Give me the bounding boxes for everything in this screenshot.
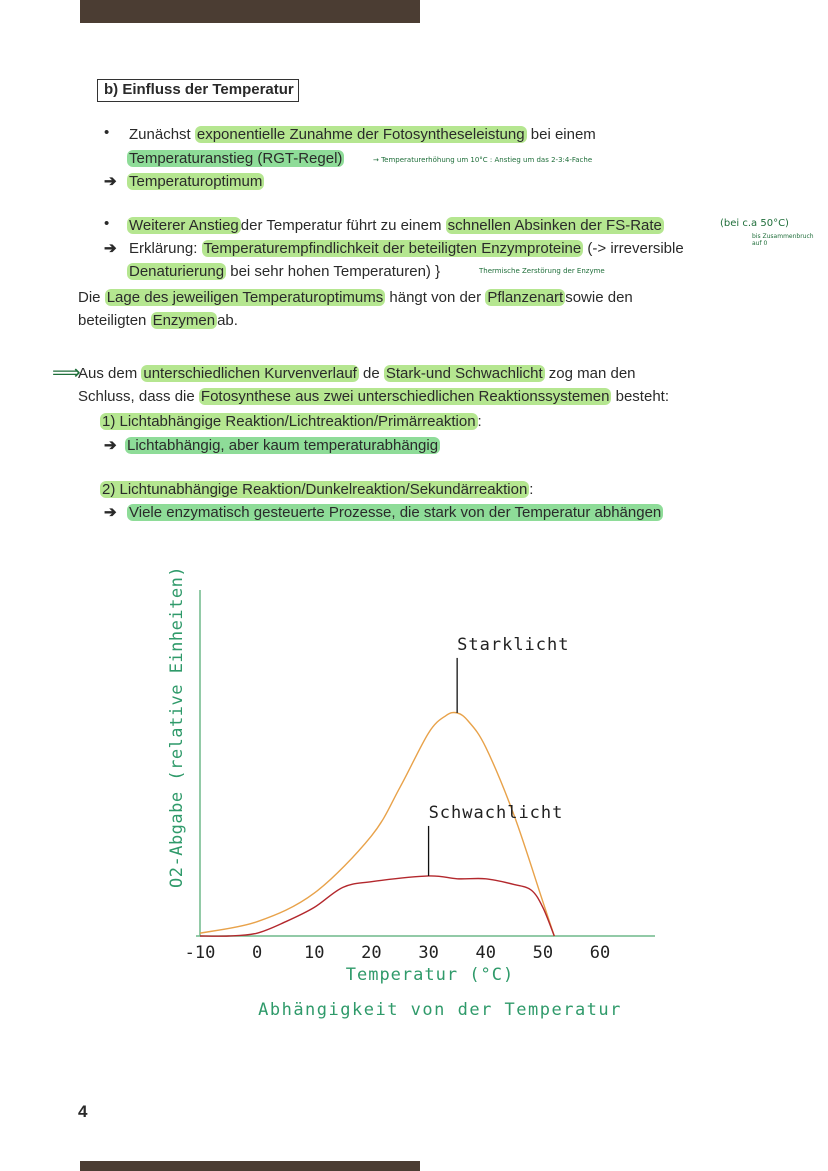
x-tick-label: -10 xyxy=(185,943,216,963)
x-tick-label: 40 xyxy=(475,943,495,963)
arrow-2-line-2: Denaturierung bei sehr hohen Temperature… xyxy=(127,263,441,280)
x-tick-label: 60 xyxy=(590,943,610,963)
page-number: 4 xyxy=(78,1102,88,1121)
series-line-starklicht xyxy=(199,711,555,937)
x-axis-label: Temperatur (°C) xyxy=(346,965,515,985)
series-line-schwachlicht xyxy=(199,875,555,937)
x-tick-label: 30 xyxy=(418,943,438,963)
list-item-1: 1) Lichtabhängige Reaktion/Lichtreaktion… xyxy=(100,413,482,430)
list-item-2-detail: Viele enzymatisch gesteuerte Prozesse, d… xyxy=(127,504,664,521)
series-label-schwachlicht: Schwachlicht xyxy=(429,803,564,823)
bullet-1-line-1: Zunächst exponentielle Zunahme der Fotos… xyxy=(129,126,596,143)
arrow-icon: ➔ xyxy=(104,437,117,454)
handwritten-note-collapse: bis Zusammenbruch auf 0 xyxy=(752,233,814,247)
list-item-1-detail: Lichtabhängig, aber kaum temperaturabhän… xyxy=(125,437,441,454)
x-tick-label: 20 xyxy=(361,943,381,963)
section-heading: b) Einfluss der Temperatur xyxy=(97,79,299,102)
handwritten-note-50c: (bei c.a 50°C) xyxy=(720,218,789,229)
x-tick-label: 10 xyxy=(304,943,324,963)
x-tick-label: 0 xyxy=(252,943,262,963)
handwritten-note-rgt: → Temperaturerhöhung um 10°C : Anstieg u… xyxy=(373,156,593,164)
arrow-icon: ➔ xyxy=(104,504,117,521)
paragraph-1-line-2: beteiligten Enzymen ab. xyxy=(78,312,238,329)
x-tick-label: 50 xyxy=(533,943,553,963)
handwritten-note-denaturation: Thermische Zerstörung der Enzyme xyxy=(479,267,605,275)
series-label-starklicht: Starklicht xyxy=(457,635,569,655)
bottom-decor-bar xyxy=(80,1161,420,1171)
paragraph-2-line-1: Aus dem unterschiedlichen Kurvenverlauf … xyxy=(78,365,636,382)
double-arrow-icon: ⟹ xyxy=(52,360,81,384)
bullet-2-line: Weiterer Anstieg der Temperatur führt zu … xyxy=(127,217,664,234)
list-item-2: 2) Lichtunabhängige Reaktion/Dunkelreakt… xyxy=(100,481,534,498)
bullet-1-line-2: Temperaturanstieg (RGT-Regel) xyxy=(127,150,345,167)
bullet-dot: • xyxy=(104,215,110,232)
arrow-icon: ➔ xyxy=(104,240,117,257)
paragraph-2-line-2: Schluss, dass die Fotosynthese aus zwei … xyxy=(78,388,669,405)
paragraph-1-line-1: Die Lage des jeweiligen Temperaturoptimu… xyxy=(78,289,633,306)
arrow-2-line-1: Erklärung: Temperaturempfindlichkeit der… xyxy=(129,240,684,257)
bullet-dot: • xyxy=(104,124,110,141)
arrow-icon: ➔ xyxy=(104,173,117,190)
arrow-1-line: Temperaturoptimum xyxy=(127,173,265,190)
chart-title: Abhängigkeit von der Temperatur xyxy=(258,1000,622,1020)
top-decor-bar xyxy=(80,0,420,23)
y-axis-label: O2-Abgabe (relative Einheiten) xyxy=(167,570,187,888)
temperature-chart: -10 0 10 20 30 40 50 60 Starklicht Schwachlicht… xyxy=(167,570,655,1020)
